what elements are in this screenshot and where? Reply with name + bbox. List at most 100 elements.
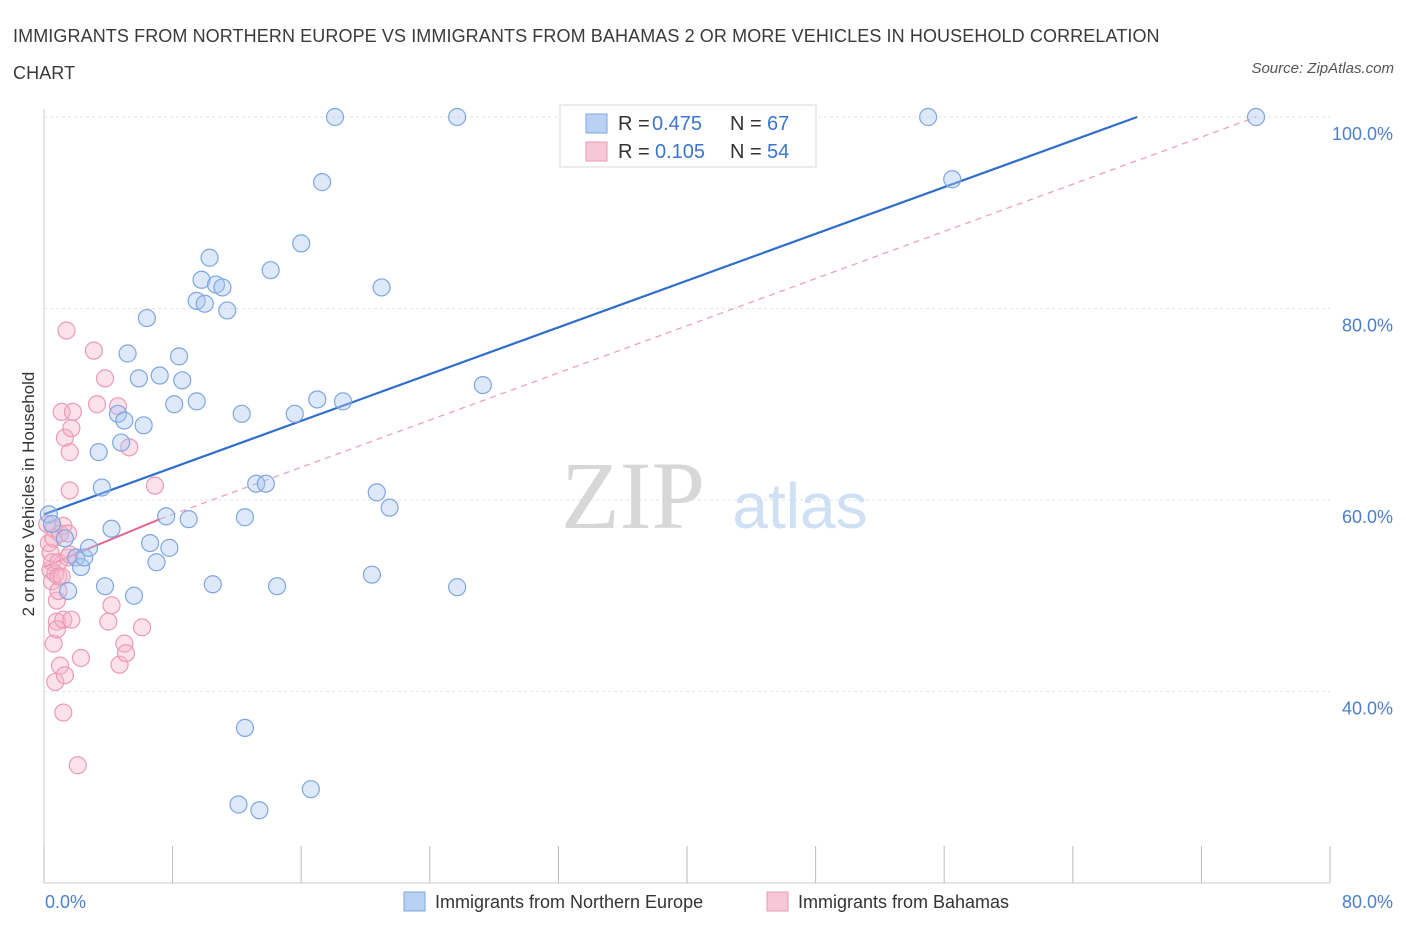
legend-n-value: 54 [767,141,789,163]
northern-europe-point [325,107,345,127]
northern-europe-point [943,170,962,189]
northern-europe-point [112,433,131,452]
northern-europe-point [247,474,266,493]
bahamas-point [62,610,81,629]
northern-europe-point [147,553,166,572]
northern-europe-point [203,575,222,594]
y-tick-label: 40.0% [1342,699,1393,719]
bahamas-point [68,756,87,775]
northern-europe-point [312,173,332,192]
northern-europe-point [473,376,492,395]
bahamas-point [110,655,129,674]
series-bahamas-points [38,321,165,775]
bahamas-point [60,443,79,462]
northern-europe-point [292,234,311,253]
legend-swatch-blue [585,113,608,134]
legend-swatch-pink [585,141,608,162]
watermark-zip: ZIP [561,442,705,549]
northern-europe-point [59,581,78,601]
bahamas-trend-line [43,518,161,568]
bahamas-point [47,620,66,639]
northern-europe-point [261,261,280,280]
northern-europe-point [179,510,198,529]
bahamas-point [57,321,76,340]
legend-n-value: 67 [767,113,789,135]
bahamas-point [116,644,136,663]
northern-europe-point [213,278,232,297]
northern-europe-point [1246,107,1266,127]
northern-europe-point [140,533,160,553]
bottom-legend-label: Immigrants from Northern Europe [435,892,703,912]
series-northern-europe-points [39,107,1266,820]
northern-europe-point [200,248,219,267]
northern-europe-point [137,308,156,328]
legend-r-label: R = [618,113,650,135]
bahamas-point [95,369,115,388]
bahamas-point [60,481,79,500]
northern-europe-point [195,294,214,313]
northern-europe-point [232,404,251,423]
x-tick-label: 0.0% [45,892,86,912]
bahamas-point [132,618,152,637]
northern-europe-point [267,577,287,596]
northern-europe-point [75,548,94,567]
northern-europe-point [79,538,99,557]
legend-n-label: N = [730,113,762,135]
trend-lines [43,115,1257,568]
northern-europe-point [118,344,137,363]
bahamas-point [54,703,73,722]
bahamas-point [145,476,165,495]
bahamas-point [55,666,74,685]
y-tick-label: 60.0% [1342,507,1393,527]
bahamas-point [47,612,66,631]
bottom-legend-swatch-blue [403,891,426,912]
watermark: ZIP atlas [561,442,868,549]
northern-europe-point [448,578,467,597]
bahamas-point [102,596,121,615]
northern-europe-point [134,416,153,435]
x-tick-label: 80.0% [1342,892,1393,912]
chart-title: IMMIGRANTS FROM NORTHERN EUROPE VS IMMIG… [13,26,1160,83]
northern-europe-point [235,508,255,527]
northern-europe-point [71,557,91,577]
bahamas-point [84,341,103,360]
bottom-legend: Immigrants from Northern Europe Immigran… [403,891,1009,912]
bahamas-point [50,656,70,675]
northern-europe-point [919,107,938,127]
northern-europe-point [150,366,169,385]
northern-europe-point [42,514,62,534]
northern-europe-point [124,586,144,605]
legend-box: R = 0.475 N = 67 R = 0.105 N = 54 [559,104,817,168]
northern-europe-point [218,301,237,320]
northern-europe-point [129,369,148,388]
bahamas-point [62,419,81,438]
legend-n-label: N = [730,141,762,163]
y-tick-label: 80.0% [1342,316,1393,336]
y-tick-labels: 40.0% 60.0% 80.0% 100.0% [1332,124,1393,719]
northern-europe-point [39,505,58,524]
northern-europe-point [250,801,269,820]
northern-europe-point [333,392,353,411]
northern-europe-point [192,270,211,289]
bottom-legend-label: Immigrants from Bahamas [798,892,1009,912]
legend-r-value: 0.475 [652,113,702,135]
northern-europe-point [235,718,255,737]
northern-europe-point [380,498,399,517]
northern-europe-trend-line [43,115,1138,516]
bahamas-point [99,612,118,631]
northern-europe-point [256,474,275,493]
northern-europe-point [55,529,74,548]
axes [43,109,1331,884]
northern-europe-point [187,392,206,411]
northern-europe-point [372,278,391,297]
watermark-atlas: atlas [732,470,867,542]
y-axis-label: 2 or more Vehicles in Household [19,372,38,617]
bottom-legend-swatch-pink [766,891,789,912]
northern-europe-point [367,483,386,502]
bahamas-point [46,672,65,692]
northern-europe-point [301,780,320,799]
northern-europe-point [362,565,382,584]
legend-r-label: R = [618,141,650,163]
northern-europe-point [160,538,179,557]
